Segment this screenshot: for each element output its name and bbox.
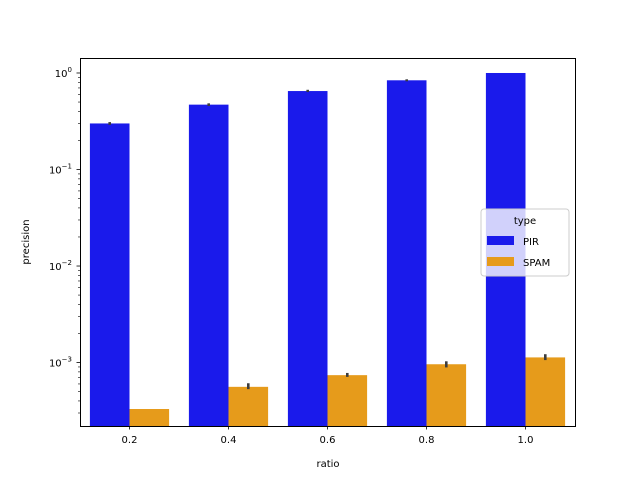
y-tick-label: 10−2	[49, 259, 72, 273]
y-tick-label: 10−1	[49, 163, 72, 177]
plot-frame	[80, 58, 576, 427]
bar-spam-0.8	[426, 364, 467, 426]
x-tick-label: 0.2	[122, 435, 138, 446]
bar-pir-0.4	[188, 104, 229, 426]
x-tick-label: 0.4	[221, 435, 237, 446]
y-axis-title: precision	[21, 219, 32, 264]
x-tick-label: 0.8	[419, 435, 435, 446]
legend-swatch-pir	[487, 236, 514, 245]
x-tick-label: 0.6	[320, 435, 336, 446]
bar-spam-0.2	[129, 409, 170, 426]
legend-swatch-spam	[487, 257, 514, 266]
y-tick-label: 100	[55, 66, 72, 80]
bar-spam-0.4	[228, 386, 269, 426]
legend-title: type	[514, 216, 536, 227]
y-tick-label: 10−3	[49, 356, 72, 370]
bar-pir-0.6	[287, 91, 328, 427]
bar-pir-0.8	[386, 80, 427, 427]
bar-spam-0.6	[327, 375, 368, 426]
legend-label-pir: PIR	[523, 237, 539, 248]
bar-pir-0.2	[89, 123, 130, 426]
legend-label-spam: SPAM	[523, 258, 550, 269]
x-tick-label: 1.0	[518, 435, 534, 446]
x-axis-title: ratio	[316, 459, 339, 470]
legend: type PIR SPAM	[480, 208, 570, 277]
bar-spam-1.0	[525, 357, 566, 426]
